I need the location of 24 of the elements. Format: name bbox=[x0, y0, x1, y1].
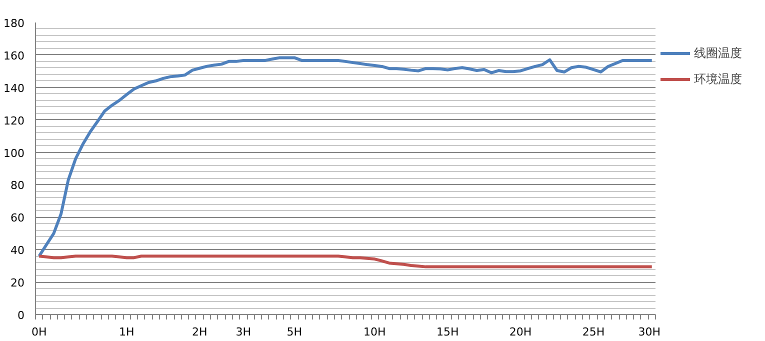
legend-label: 环境温度 bbox=[694, 70, 742, 88]
y-tick-label: 140 bbox=[4, 82, 25, 95]
x-tick-label: 1H bbox=[119, 326, 134, 338]
x-tick-label: 20H bbox=[509, 326, 532, 338]
x-tick-label: 5H bbox=[286, 326, 302, 338]
x-tick-label: 25H bbox=[582, 326, 605, 338]
y-tick-label: 100 bbox=[4, 146, 25, 160]
y-tick-label: 40 bbox=[10, 244, 25, 258]
y-tick-label: 160 bbox=[4, 49, 25, 62]
line-series bbox=[38, 56, 654, 258]
x-tick-label: 10H bbox=[364, 326, 386, 338]
y-tick-label: 80 bbox=[10, 179, 25, 192]
y-tick-label: 0 bbox=[18, 309, 24, 322]
y-tick-label: 20 bbox=[10, 276, 25, 290]
y-tick-label: 60 bbox=[10, 212, 25, 225]
x-tick-label: 2H bbox=[192, 326, 208, 338]
line-series bbox=[38, 254, 654, 268]
y-tick-label: 120 bbox=[4, 114, 25, 128]
legend-label: 线圈温度 bbox=[694, 44, 742, 62]
y-tick-label: 180 bbox=[4, 17, 25, 30]
x-tick-label: 30H bbox=[638, 326, 661, 338]
x-tick-label: 15H bbox=[436, 326, 459, 338]
x-tick-label: 3H bbox=[236, 326, 252, 338]
x-tick-label: 0H bbox=[32, 326, 47, 338]
